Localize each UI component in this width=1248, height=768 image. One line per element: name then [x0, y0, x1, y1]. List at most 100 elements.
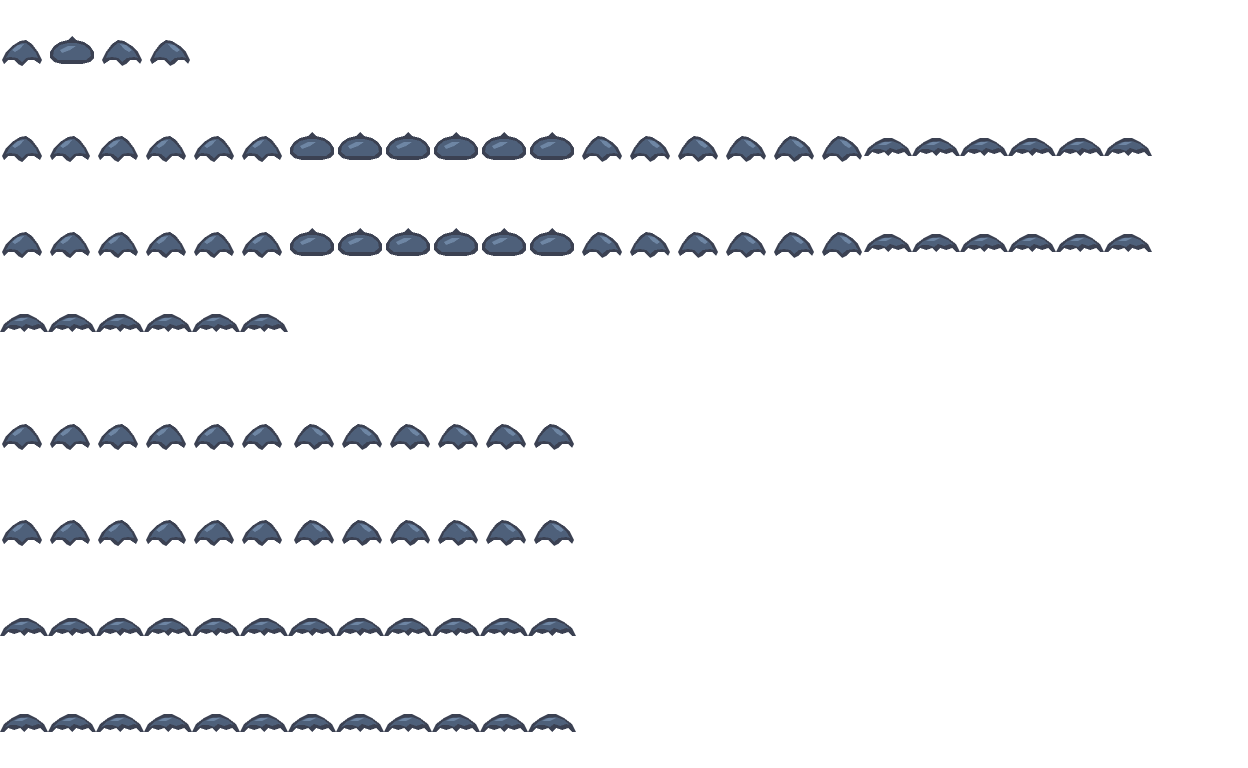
sprite-fin: [146, 520, 186, 546]
sprite-fin: [146, 424, 186, 450]
sprite-flat: [240, 714, 288, 732]
sprite-fin: [534, 424, 574, 450]
sprite-blob: [50, 36, 94, 64]
sprite-flat: [48, 314, 96, 332]
sprite-fin: [582, 232, 622, 258]
sprite-fin: [194, 424, 234, 450]
sprite-flat: [384, 618, 432, 636]
sprite-flat: [864, 234, 912, 252]
sprite-flat: [336, 618, 384, 636]
sprite-fin: [150, 40, 190, 66]
sprite-blob: [530, 132, 574, 160]
sprite-flat: [960, 234, 1008, 252]
sprite-fin: [98, 232, 138, 258]
sprite-fin: [342, 424, 382, 450]
sprite-flat: [240, 618, 288, 636]
sprite-fin: [2, 232, 42, 258]
sprite-flat: [192, 714, 240, 732]
sprite-fin: [582, 136, 622, 162]
sprite-fin: [2, 136, 42, 162]
sprite-flat: [1008, 234, 1056, 252]
sprite-fin: [2, 520, 42, 546]
sprite-flat: [192, 314, 240, 332]
sprite-flat: [0, 618, 48, 636]
sprite-flat: [96, 714, 144, 732]
sprite-fin: [726, 232, 766, 258]
sprite-flat: [144, 714, 192, 732]
sprite-blob: [434, 132, 478, 160]
sprite-flat: [144, 314, 192, 332]
sprite-flat: [48, 714, 96, 732]
sprite-flat: [528, 714, 576, 732]
sprite-blob: [290, 132, 334, 160]
sprite-flat: [1008, 138, 1056, 156]
sprite-fin: [294, 424, 334, 450]
sprite-fin: [98, 424, 138, 450]
sprite-flat: [912, 234, 960, 252]
sprite-fin: [242, 232, 282, 258]
sprite-fin: [194, 232, 234, 258]
sprite-flat: [48, 618, 96, 636]
sprite-fin: [822, 136, 862, 162]
sprite-flat: [864, 138, 912, 156]
sprite-flat: [1056, 234, 1104, 252]
sprite-fin: [630, 136, 670, 162]
sprite-flat: [144, 618, 192, 636]
sprite-flat: [1104, 138, 1152, 156]
sprite-fin: [486, 520, 526, 546]
sprite-fin: [146, 232, 186, 258]
sprite-fin: [390, 520, 430, 546]
sprite-fin: [390, 424, 430, 450]
sprite-fin: [102, 40, 142, 66]
sprite-flat: [288, 618, 336, 636]
sprite-fin: [242, 424, 282, 450]
sprite-fin: [50, 424, 90, 450]
sprite-fin: [774, 136, 814, 162]
sprite-fin: [242, 136, 282, 162]
sprite-blob: [482, 132, 526, 160]
sprite-flat: [1104, 234, 1152, 252]
sprite-fin: [50, 136, 90, 162]
sprite-fin: [50, 232, 90, 258]
sprite-fin: [2, 424, 42, 450]
sprite-blob: [338, 132, 382, 160]
sprite-flat: [528, 618, 576, 636]
sprite-flat: [960, 138, 1008, 156]
sprite-fin: [242, 520, 282, 546]
sprite-flat: [480, 618, 528, 636]
sprite-flat: [0, 314, 48, 332]
sprite-blob: [290, 228, 334, 256]
sprite-flat: [1056, 138, 1104, 156]
sprite-fin: [822, 232, 862, 258]
sprite-fin: [2, 40, 42, 66]
sprite-flat: [0, 714, 48, 732]
sprite-blob: [482, 228, 526, 256]
sprite-blob: [386, 132, 430, 160]
sprite-flat: [480, 714, 528, 732]
sprite-fin: [294, 520, 334, 546]
sprite-fin: [630, 232, 670, 258]
sprite-fin: [194, 136, 234, 162]
sprite-flat: [384, 714, 432, 732]
sprite-blob: [434, 228, 478, 256]
sprite-fin: [98, 520, 138, 546]
sprite-fin: [146, 136, 186, 162]
sprite-fin: [438, 424, 478, 450]
sprite-flat: [96, 618, 144, 636]
sprite-flat: [96, 314, 144, 332]
sprite-fin: [438, 520, 478, 546]
sprite-flat: [912, 138, 960, 156]
sprite-fin: [486, 424, 526, 450]
sprite-blob: [530, 228, 574, 256]
sprite-fin: [678, 232, 718, 258]
sprite-fin: [774, 232, 814, 258]
sprite-fin: [50, 520, 90, 546]
sprite-flat: [192, 618, 240, 636]
sprite-fin: [678, 136, 718, 162]
sprite-fin: [98, 136, 138, 162]
sprite-flat: [336, 714, 384, 732]
sprite-fin: [726, 136, 766, 162]
